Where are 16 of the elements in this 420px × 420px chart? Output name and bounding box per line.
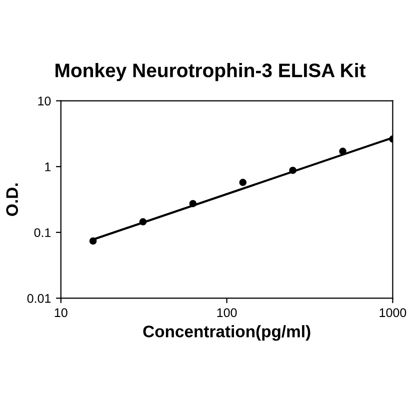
point [239, 178, 247, 186]
point [139, 218, 147, 226]
point [89, 237, 97, 245]
x-tick-label: 100 [217, 308, 237, 318]
x-tick-label: 1000 [380, 308, 406, 318]
point [189, 200, 197, 208]
y-tick-label: 10 [38, 96, 51, 106]
x-axis-title: Concentration(pg/ml) [143, 325, 310, 341]
point [339, 148, 346, 155]
y-axis-title: O.D. [6, 184, 18, 216]
y-tick-label: 0.01 [27, 294, 51, 303]
chart-title: Monkey Neurotrophin-3 ELISA Kit [56, 63, 366, 82]
x-tick-label: 10 [54, 308, 68, 318]
y-tick-label: 0.1 [34, 228, 51, 238]
y-tick-label: 1 [45, 162, 51, 172]
point [289, 166, 296, 174]
